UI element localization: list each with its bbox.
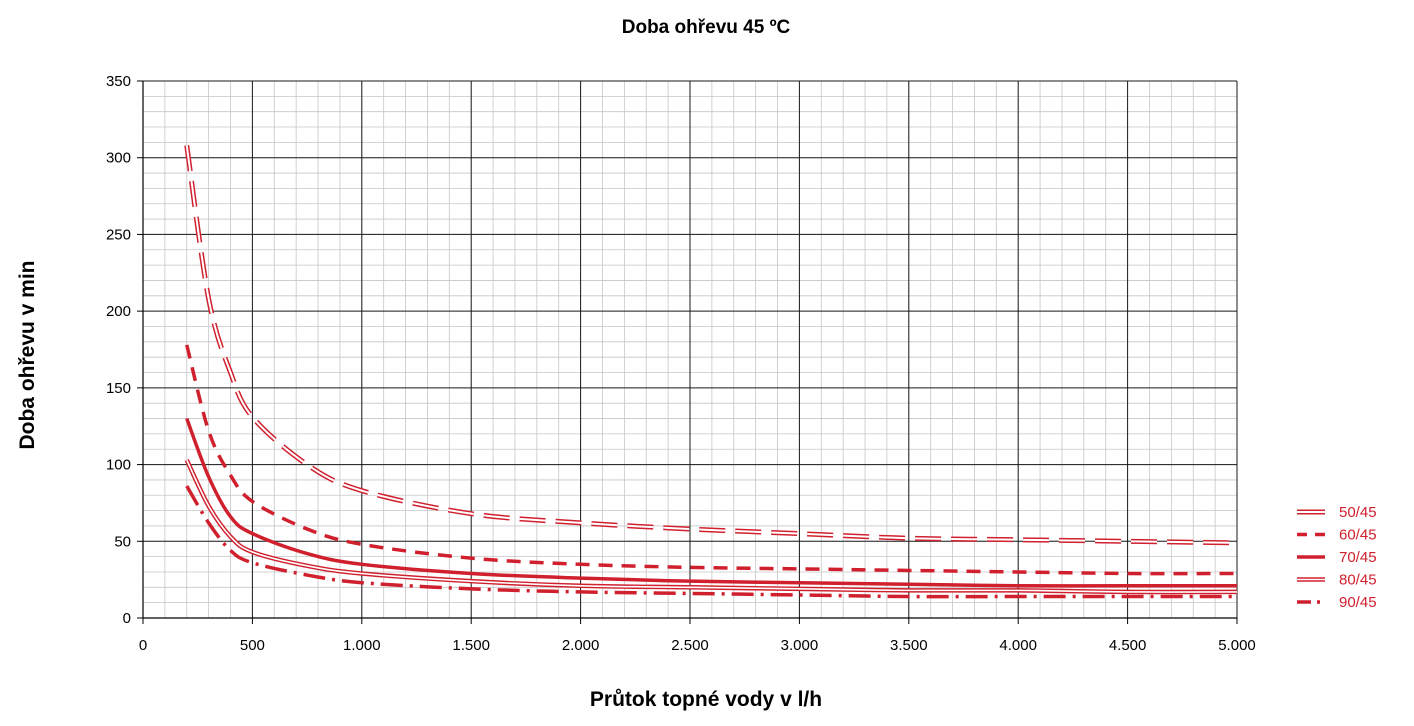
y-tick-label: 0: [123, 610, 131, 627]
y-tick-label: 350: [106, 73, 131, 90]
y-axis-title: Doba ohřevu v min: [16, 260, 39, 449]
series-line: [186, 459, 1238, 593]
y-tick-labels: 0 50 100 150 200 250 300 350: [106, 73, 131, 627]
series-line: [185, 417, 1237, 588]
x-tick-label: 3.500: [890, 637, 928, 654]
series-line: [185, 485, 1237, 599]
series-line: [185, 145, 1238, 544]
legend-label: 70/45: [1339, 549, 1377, 566]
axes: [137, 80, 1238, 624]
legend-item: 90/45: [1297, 594, 1377, 611]
legend-item: 60/45: [1297, 527, 1377, 544]
y-tick-label: 150: [106, 380, 131, 397]
x-tick-label: 0: [139, 637, 147, 654]
series-lines: [184, 145, 1238, 599]
x-tick-label: 2.500: [671, 637, 709, 654]
x-tick-label: 2.000: [562, 637, 600, 654]
legend-label: 60/45: [1339, 527, 1377, 544]
y-tick-label: 50: [114, 533, 131, 550]
x-tick-label: 4.000: [999, 637, 1037, 654]
series-60-45: [185, 344, 1238, 576]
legend-label: 80/45: [1339, 572, 1377, 589]
x-tick-labels: 0 500 1.000 1.500 2.000 2.500 3.000 3.500 4.000 4…: [139, 637, 1256, 654]
chart-title: Doba ohřevu 45 ºC: [622, 17, 791, 38]
series-80-45: [184, 459, 1238, 595]
series-90-45: [185, 485, 1237, 599]
legend-item: 70/45: [1297, 549, 1377, 566]
x-tick-label: 5.000: [1218, 637, 1256, 654]
y-tick-label: 100: [106, 457, 131, 474]
legend-label: 90/45: [1339, 594, 1377, 611]
series-line: [185, 344, 1238, 576]
legend-item: 50/45: [1297, 504, 1377, 521]
y-tick-label: 200: [106, 303, 131, 320]
y-tick-label: 300: [106, 150, 131, 167]
x-tick-label: 4.500: [1109, 637, 1147, 654]
legend: 50/45 60/45 70/45 80/45 90/45: [1297, 504, 1377, 611]
legend-item: 80/45: [1297, 572, 1377, 589]
x-tick-label: 500: [240, 637, 265, 654]
legend-label: 50/45: [1339, 504, 1377, 521]
x-tick-label: 3.000: [781, 637, 819, 654]
series-70-45: [185, 417, 1237, 588]
y-tick-label: 250: [106, 226, 131, 243]
series-50-45: [184, 145, 1238, 546]
x-axis-title: Průtok topné vody v l/h: [590, 688, 822, 711]
x-tick-label: 1.000: [343, 637, 381, 654]
x-tick-label: 1.500: [452, 637, 490, 654]
